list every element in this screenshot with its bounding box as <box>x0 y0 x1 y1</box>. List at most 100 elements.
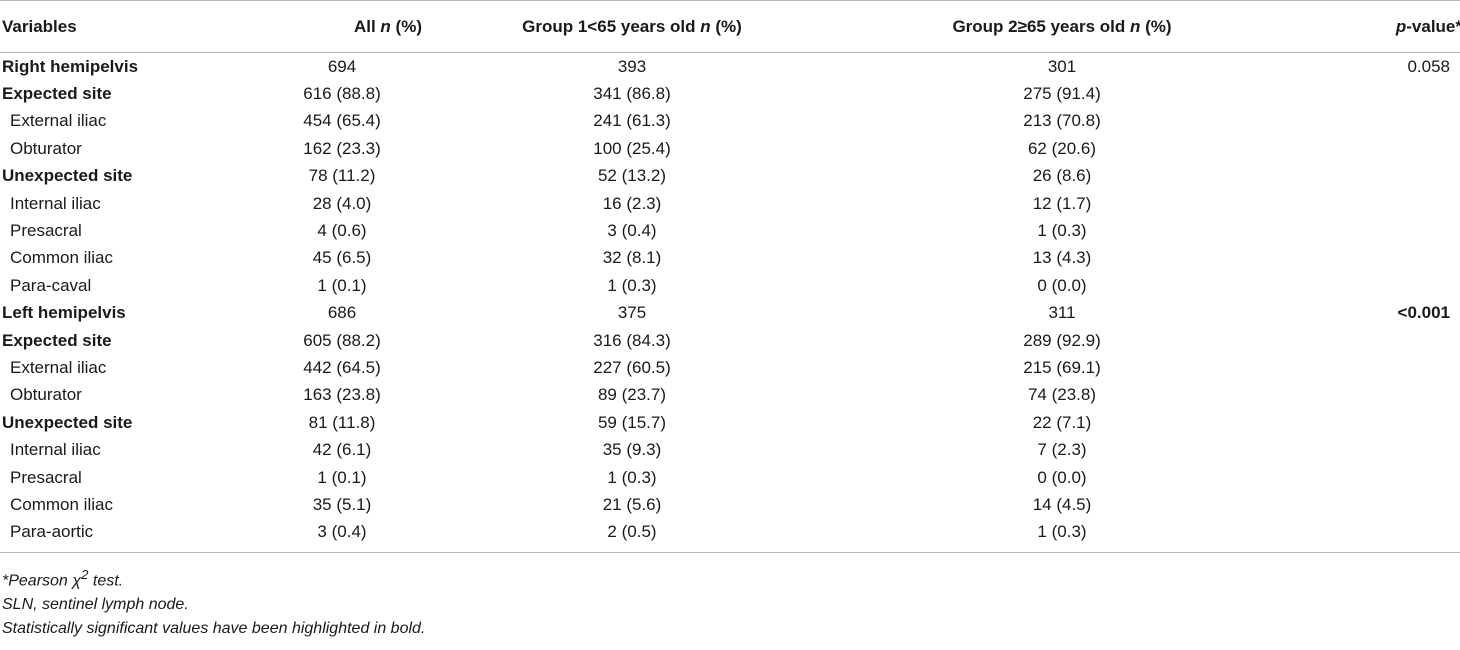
cell-group1: 52 (13.2) <box>597 166 667 186</box>
cell-group2: 275 (91.4) <box>1023 84 1101 104</box>
footnote-bold-note: Statistically significant values have be… <box>2 620 426 638</box>
table-row: External iliac 454 (65.4) 241 (61.3) 213 (7… <box>0 108 1460 135</box>
cell-group1: 393 <box>617 56 647 76</box>
cell-pvalue <box>1282 190 1460 217</box>
footnote-pearson-prefix: *Pearson <box>2 572 73 590</box>
cell-group2: 301 <box>1047 56 1077 76</box>
row-label: Unexpected site <box>2 166 133 186</box>
cell-group1: 241 (61.3) <box>593 111 671 131</box>
table-row: Unexpected site 81 (11.8) 59 (15.7) 22 (7.1… <box>0 409 1460 436</box>
cell-pvalue <box>1282 80 1460 107</box>
header-group1: Group 1<65 years old n (%) <box>422 0 842 53</box>
footnote-chi-sup: 2 <box>81 567 89 583</box>
header-variables-text: Variables <box>2 16 77 36</box>
table-row: Obturator 162 (23.3) 100 (25.4) 62 (20.6) <box>0 135 1460 162</box>
cell-group1: 59 (15.7) <box>597 412 667 432</box>
row-label: Internal iliac <box>10 193 101 213</box>
cell-all: 162 (23.3) <box>303 138 381 158</box>
row-label: Left hemipelvis <box>2 303 126 323</box>
footnotes: *Pearson χ2 test. SLN, sentinel lymph no… <box>0 563 1460 641</box>
header-p-italic: p <box>1395 16 1407 36</box>
table-row: Right hemipelvis 694 393 301 0.058 <box>0 53 1460 81</box>
header-p-rest: -value* <box>1406 16 1460 36</box>
cell-pvalue <box>1282 108 1460 135</box>
header-group2-text: Group 2≥65 years old <box>952 16 1126 36</box>
header-group2: Group 2≥65 years old n (%) <box>842 0 1282 53</box>
cell-group2: 311 <box>1048 303 1076 323</box>
cell-all: 3 (0.4) <box>317 522 367 542</box>
cell-group1: 1 (0.3) <box>607 275 657 295</box>
cell-group2: 0 (0.0) <box>1037 275 1087 295</box>
cell-all: 4 (0.6) <box>317 221 367 241</box>
table-row: External iliac 442 (64.5) 227 (60.5) 215 (6… <box>0 354 1460 381</box>
cell-group1: 316 (84.3) <box>593 330 671 350</box>
cell-group1: 227 (60.5) <box>593 357 671 377</box>
cell-group1: 21 (5.6) <box>602 494 662 514</box>
row-label: Unexpected site <box>2 412 133 432</box>
row-label: Right hemipelvis <box>2 56 139 76</box>
row-label: Common iliac <box>10 494 113 514</box>
cell-all: 616 (88.8) <box>303 84 381 104</box>
row-label: Presacral <box>10 221 82 241</box>
header-all: All n (%) <box>262 0 422 53</box>
header-group1-n: n <box>700 16 711 36</box>
cell-group2: 74 (23.8) <box>1027 385 1097 405</box>
table-row: Presacral 4 (0.6) 3 (0.4) 1 (0.3) <box>0 217 1460 244</box>
table-body: Right hemipelvis 694 393 301 0.058 Expected s… <box>0 53 1460 553</box>
row-label: Obturator <box>10 385 82 405</box>
cell-all: 1 (0.1) <box>317 467 367 487</box>
cell-group2: 215 (69.1) <box>1023 357 1101 377</box>
row-label: Expected site <box>2 330 112 350</box>
cell-pvalue <box>1282 409 1460 436</box>
cell-group1: 3 (0.4) <box>607 221 657 241</box>
cell-group2: 0 (0.0) <box>1037 467 1087 487</box>
cell-pvalue <box>1282 354 1460 381</box>
cell-all: 78 (11.2) <box>308 166 376 186</box>
cell-group1: 35 (9.3) <box>602 440 662 460</box>
table-row: Left hemipelvis 686 375 311 <0.001 <box>0 300 1460 327</box>
row-label: Para-caval <box>10 275 92 295</box>
table-row: Unexpected site 78 (11.2) 52 (13.2) 26 (8.6… <box>0 163 1460 190</box>
table-row: Obturator 163 (23.8) 89 (23.7) 74 (23.8) <box>0 382 1460 409</box>
cell-group1: 375 <box>617 303 647 323</box>
cell-group2: 1 (0.3) <box>1037 522 1087 542</box>
cell-group2: 62 (20.6) <box>1027 138 1097 158</box>
cell-group2: 12 (1.7) <box>1032 193 1092 213</box>
table-header: Variables All n (%) Group 1<65 years old… <box>0 0 1460 53</box>
cell-pvalue <box>1282 464 1460 491</box>
table-row: Common iliac 35 (5.1) 21 (5.6) 14 (4.5) <box>0 491 1460 518</box>
cell-group2: 26 (8.6) <box>1032 166 1092 186</box>
cell-pvalue <box>1282 135 1460 162</box>
cell-pvalue <box>1282 272 1460 299</box>
table-row: Para-caval 1 (0.1) 1 (0.3) 0 (0.0) <box>0 272 1460 299</box>
cell-pvalue <box>1282 163 1460 190</box>
header-group1-pct: (%) <box>715 16 742 36</box>
cell-group1: 89 (23.7) <box>597 385 667 405</box>
cell-group2: 13 (4.3) <box>1032 248 1092 268</box>
cell-group2: 14 (4.5) <box>1032 494 1092 514</box>
cell-group1: 2 (0.5) <box>607 522 657 542</box>
cell-pvalue: <0.001 <box>1397 303 1450 323</box>
cell-all: 35 (5.1) <box>312 494 372 514</box>
cell-pvalue: 0.058 <box>1407 56 1450 76</box>
cell-all: 605 (88.2) <box>303 330 381 350</box>
footnote-sln: SLN, sentinel lymph node. <box>2 596 189 614</box>
cell-group1: 32 (8.1) <box>602 248 662 268</box>
cell-all: 28 (4.0) <box>312 193 372 213</box>
cell-group2: 213 (70.8) <box>1023 111 1101 131</box>
table-row: Para-aortic 3 (0.4) 2 (0.5) 1 (0.3) <box>0 519 1460 553</box>
footnote-pearson-suffix: test. <box>88 572 124 590</box>
row-label: Expected site <box>2 84 112 104</box>
cell-pvalue <box>1282 217 1460 244</box>
cell-all: 694 <box>327 56 357 76</box>
table-row: Expected site 605 (88.2) 316 (84.3) 289 (92… <box>0 327 1460 354</box>
cell-pvalue <box>1282 382 1460 409</box>
cell-group1: 16 (2.3) <box>602 193 662 213</box>
cell-all: 45 (6.5) <box>312 248 372 268</box>
row-label: Internal iliac <box>10 440 101 460</box>
cell-pvalue <box>1282 245 1460 272</box>
cell-pvalue <box>1282 327 1460 354</box>
table-row: Internal iliac 42 (6.1) 35 (9.3) 7 (2.3) <box>0 436 1460 463</box>
cell-all: 454 (65.4) <box>303 111 381 131</box>
